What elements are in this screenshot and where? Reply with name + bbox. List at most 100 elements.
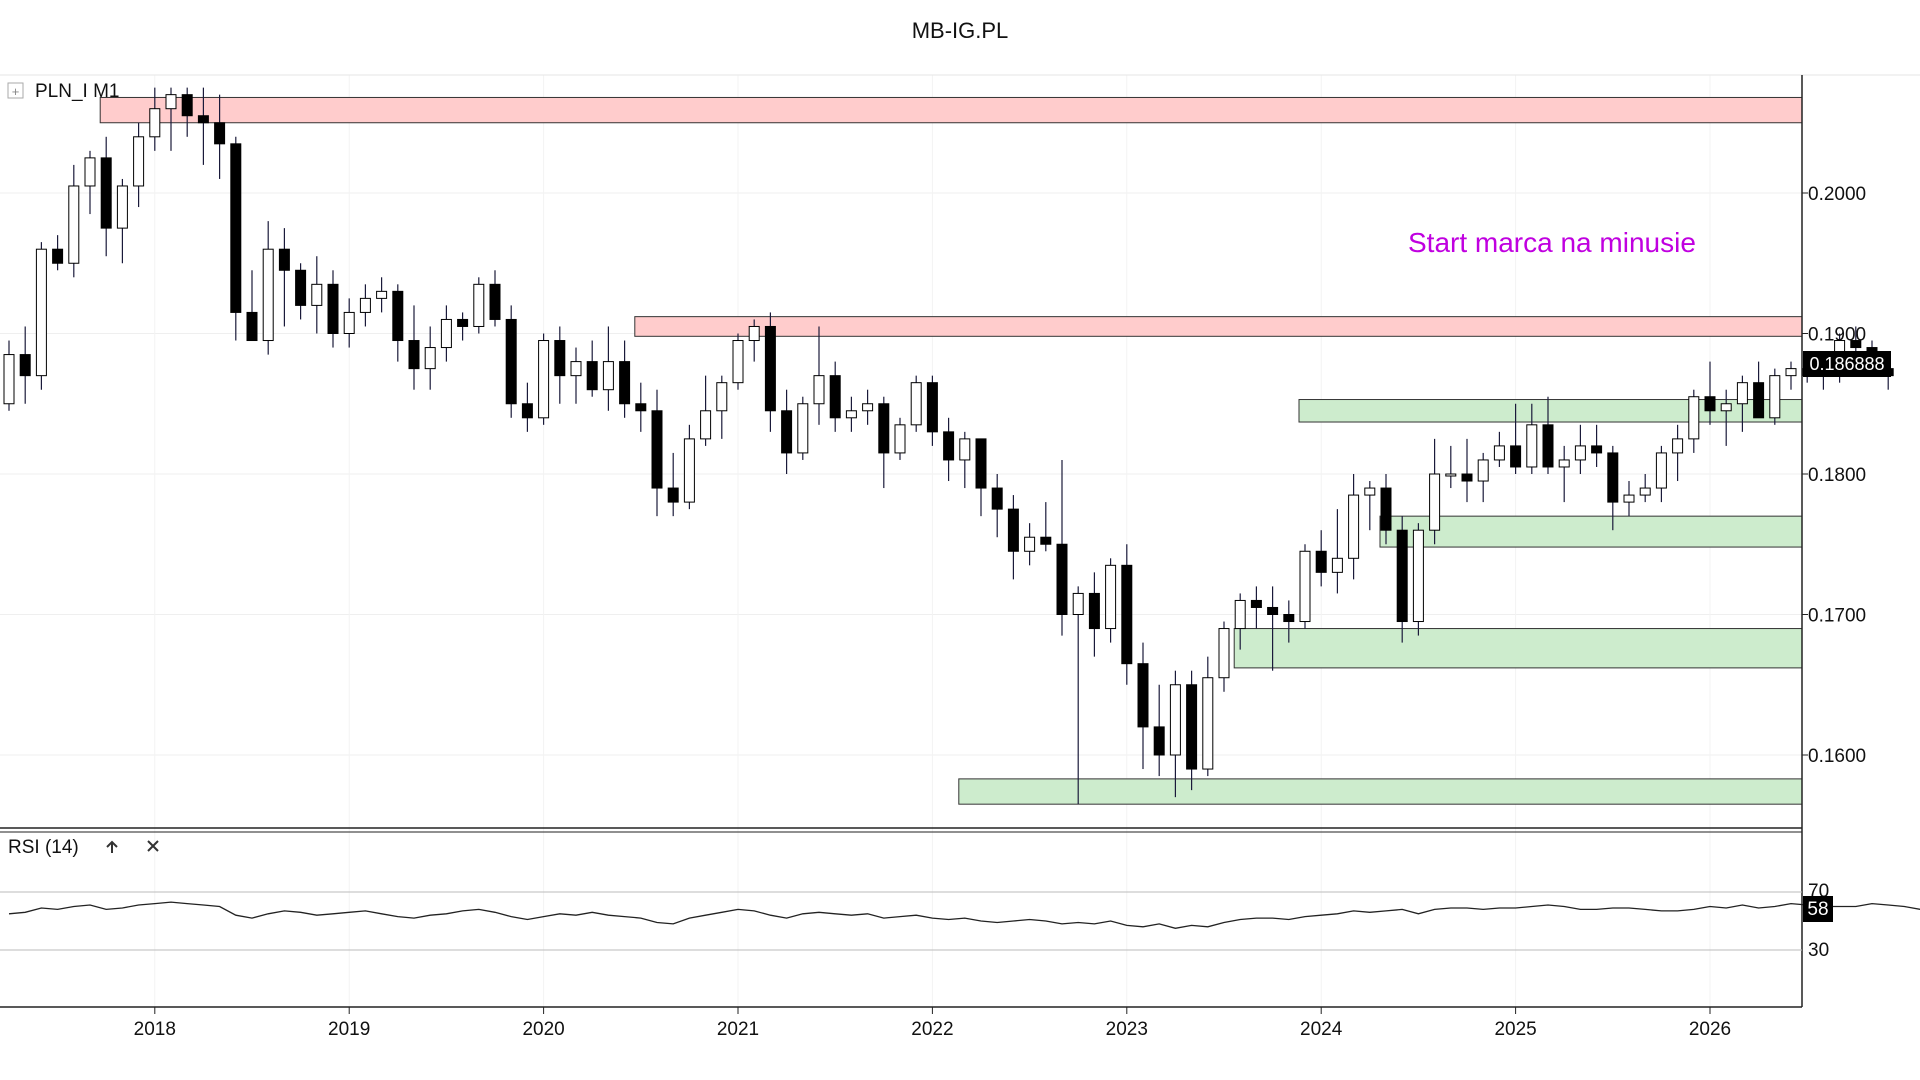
candle <box>68 164 80 278</box>
candle <box>246 270 258 342</box>
bull-candle-body <box>894 424 906 454</box>
candle <box>1477 452 1489 503</box>
bear-candle-body <box>181 94 193 117</box>
bear-candle-body <box>521 403 533 419</box>
candle <box>214 94 226 179</box>
svg-text:+: + <box>12 84 20 99</box>
bull-candle-body <box>602 361 614 391</box>
candle <box>1639 474 1651 503</box>
candle <box>1591 424 1603 467</box>
current-price-value: 0.186888 <box>1809 354 1884 374</box>
candle <box>311 256 323 334</box>
candle <box>1720 389 1732 446</box>
candle <box>1105 558 1117 643</box>
bull-candle-body <box>1477 459 1489 482</box>
bull-candle-body <box>1526 424 1538 468</box>
bull-candle-body <box>35 248 47 377</box>
bull-candle-body <box>1623 494 1635 503</box>
bear-candle-body <box>19 354 31 377</box>
bull-candle-body <box>1024 536 1036 552</box>
bear-candle-body <box>1510 445 1522 468</box>
bull-candle-body <box>262 248 274 342</box>
candle <box>926 375 938 446</box>
candle <box>1153 684 1165 777</box>
candle <box>586 340 598 397</box>
candle <box>1574 424 1586 474</box>
bull-candle-body <box>1105 564 1117 630</box>
candle <box>376 277 388 313</box>
x-tick-label: 2022 <box>911 1019 953 1040</box>
bull-candle-body <box>359 297 371 313</box>
bull-candle-body <box>1234 599 1246 630</box>
bull-candle-body <box>813 375 825 405</box>
candle <box>602 326 614 411</box>
candle <box>959 431 971 489</box>
bull-candle-body <box>748 325 760 342</box>
candle <box>797 396 809 460</box>
bear-candle-body <box>991 487 1003 510</box>
support-zone <box>1233 628 1803 669</box>
candle <box>781 389 793 474</box>
rsi-current-value: 58 <box>1807 899 1828 920</box>
candle <box>1202 656 1214 777</box>
bear-candle-body <box>1250 599 1262 608</box>
rsi-up-button[interactable] <box>106 840 118 853</box>
bull-candle-body <box>84 157 96 187</box>
rsi-value-badge: 58 <box>1803 896 1833 922</box>
candle <box>1121 544 1133 685</box>
candle <box>1137 642 1149 770</box>
x-tick-label: 2020 <box>522 1019 564 1040</box>
current-price-badge: 0.186888 <box>1803 351 1891 377</box>
bull-candle-body <box>1672 438 1684 454</box>
bull-candle-body <box>683 438 695 503</box>
bull-candle-body <box>149 108 161 138</box>
close-icon[interactable] <box>147 840 159 852</box>
candle <box>1169 670 1181 798</box>
candle <box>521 382 533 432</box>
bear-candle-body <box>1121 564 1133 665</box>
candle <box>100 136 112 257</box>
arrow-up-icon[interactable] <box>106 840 118 853</box>
candle <box>1250 586 1262 629</box>
candle <box>1218 621 1230 692</box>
candle <box>1331 509 1343 594</box>
rsi-close-button[interactable] <box>147 840 159 852</box>
candle <box>440 305 452 362</box>
candle <box>813 326 825 425</box>
resistance-zone <box>99 96 1803 124</box>
expand-button[interactable]: + <box>7 82 24 99</box>
candle <box>230 136 242 341</box>
bull-candle-body <box>910 382 922 426</box>
candle <box>408 305 420 390</box>
candle <box>3 340 15 411</box>
candle <box>1688 389 1700 453</box>
bull-candle-body <box>1202 677 1214 770</box>
bear-candle-body <box>943 431 955 461</box>
candle <box>1024 523 1036 566</box>
rsi-label: RSI (14) <box>8 837 79 858</box>
bear-candle-body <box>1591 445 1603 454</box>
bear-candle-body <box>878 403 890 454</box>
plus-box-icon[interactable] <box>7 82 24 99</box>
bull-candle-body <box>1688 396 1700 440</box>
bull-candle-body <box>1769 375 1781 419</box>
candle <box>84 150 96 215</box>
candle <box>424 326 436 390</box>
bull-candle-body <box>1736 382 1748 405</box>
bear-candle-body <box>1088 592 1100 630</box>
candle <box>1526 403 1538 474</box>
bull-candle-body <box>1218 628 1230 679</box>
rsi-line <box>8 901 1920 929</box>
candle <box>1007 495 1019 580</box>
candle <box>1445 445 1457 489</box>
candle <box>764 312 776 432</box>
candle <box>1753 361 1765 419</box>
bull-candle-body <box>1655 452 1667 489</box>
bear-candle-body <box>1186 684 1198 770</box>
candles <box>3 87 1894 805</box>
bull-candle-body <box>1412 529 1424 623</box>
candle <box>505 305 517 418</box>
bear-candle-body <box>1542 424 1554 468</box>
bear-candle-body <box>197 115 209 124</box>
